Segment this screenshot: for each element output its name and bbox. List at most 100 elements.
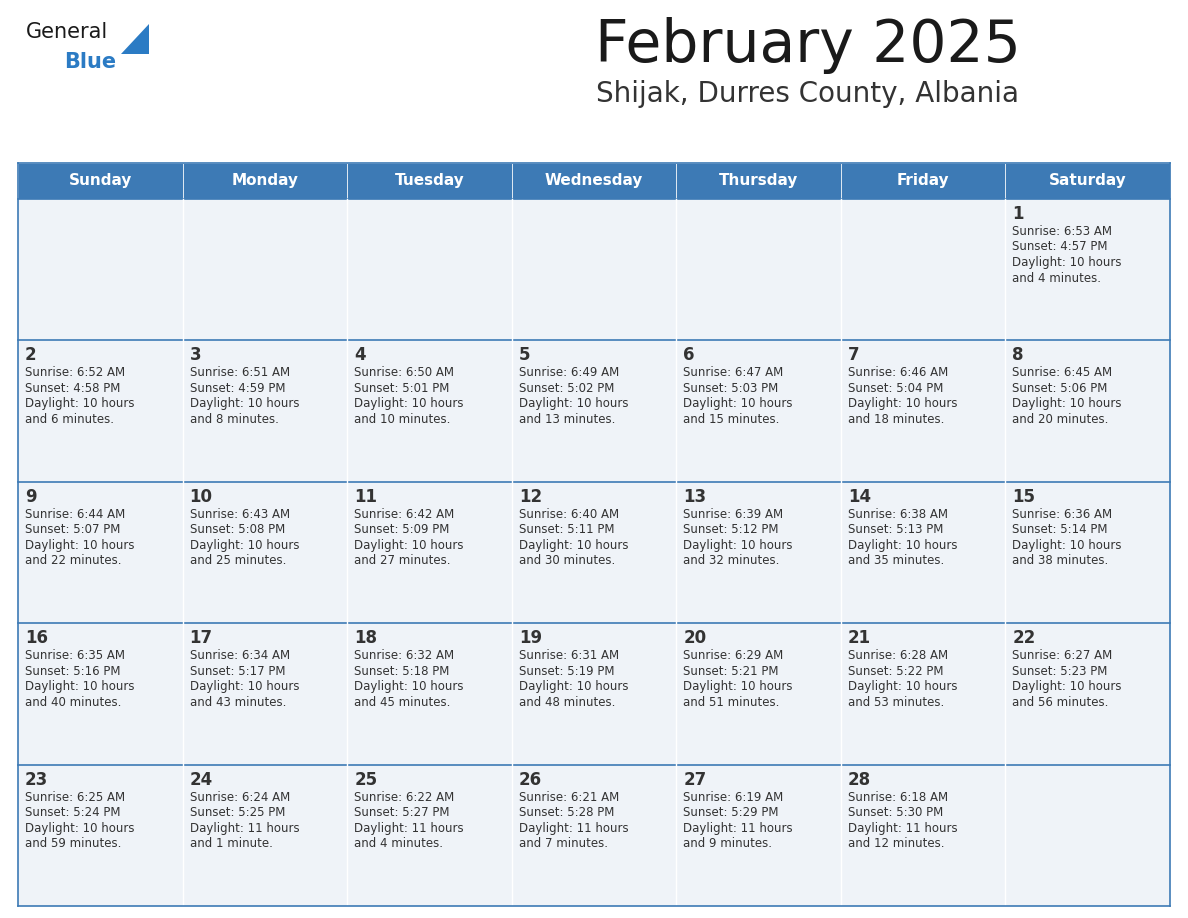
Bar <box>1005 765 1170 906</box>
Text: 10: 10 <box>190 487 213 506</box>
Text: Sunset: 5:24 PM: Sunset: 5:24 PM <box>25 806 120 819</box>
Text: Sunset: 5:17 PM: Sunset: 5:17 PM <box>190 665 285 677</box>
Text: 2: 2 <box>25 346 37 364</box>
Text: and 51 minutes.: and 51 minutes. <box>683 696 779 709</box>
Text: Friday: Friday <box>897 174 949 188</box>
Text: and 40 minutes.: and 40 minutes. <box>25 696 121 709</box>
Text: Daylight: 10 hours: Daylight: 10 hours <box>25 397 134 410</box>
Bar <box>676 199 841 341</box>
Text: Daylight: 10 hours: Daylight: 10 hours <box>1012 397 1121 410</box>
Text: 27: 27 <box>683 770 707 789</box>
Text: Sunset: 5:29 PM: Sunset: 5:29 PM <box>683 806 779 819</box>
Bar <box>1005 482 1170 623</box>
Text: Shijak, Durres County, Albania: Shijak, Durres County, Albania <box>596 80 1019 108</box>
Text: Thursday: Thursday <box>719 174 798 188</box>
Text: 8: 8 <box>1012 346 1024 364</box>
Text: Sunrise: 6:53 AM: Sunrise: 6:53 AM <box>1012 225 1112 238</box>
Text: Daylight: 10 hours: Daylight: 10 hours <box>354 680 463 693</box>
Text: Blue: Blue <box>64 52 116 72</box>
Text: Sunrise: 6:31 AM: Sunrise: 6:31 AM <box>519 649 619 662</box>
Text: and 48 minutes.: and 48 minutes. <box>519 696 615 709</box>
Text: Daylight: 10 hours: Daylight: 10 hours <box>190 539 299 552</box>
Text: and 6 minutes.: and 6 minutes. <box>25 413 114 426</box>
Text: Sunset: 5:30 PM: Sunset: 5:30 PM <box>848 806 943 819</box>
Bar <box>18 341 183 482</box>
Bar <box>676 482 841 623</box>
Text: Sunrise: 6:29 AM: Sunrise: 6:29 AM <box>683 649 784 662</box>
Text: and 35 minutes.: and 35 minutes. <box>848 554 944 567</box>
Bar <box>347 163 512 199</box>
Text: Daylight: 10 hours: Daylight: 10 hours <box>848 539 958 552</box>
Text: Sunset: 5:01 PM: Sunset: 5:01 PM <box>354 382 449 395</box>
Text: Sunset: 4:57 PM: Sunset: 4:57 PM <box>1012 241 1108 253</box>
Text: Sunset: 5:06 PM: Sunset: 5:06 PM <box>1012 382 1107 395</box>
Text: Sunset: 5:16 PM: Sunset: 5:16 PM <box>25 665 120 677</box>
Text: February 2025: February 2025 <box>595 17 1020 74</box>
Text: Daylight: 11 hours: Daylight: 11 hours <box>519 822 628 834</box>
Text: and 25 minutes.: and 25 minutes. <box>190 554 286 567</box>
Text: Sunrise: 6:24 AM: Sunrise: 6:24 AM <box>190 790 290 803</box>
Bar <box>512 199 676 341</box>
Text: Sunrise: 6:46 AM: Sunrise: 6:46 AM <box>848 366 948 379</box>
Text: Sunrise: 6:39 AM: Sunrise: 6:39 AM <box>683 508 783 521</box>
Text: Sunset: 5:23 PM: Sunset: 5:23 PM <box>1012 665 1107 677</box>
Bar <box>183 623 347 765</box>
Bar <box>841 482 1005 623</box>
Text: and 32 minutes.: and 32 minutes. <box>683 554 779 567</box>
Bar <box>512 623 676 765</box>
Text: Sunrise: 6:40 AM: Sunrise: 6:40 AM <box>519 508 619 521</box>
Text: and 22 minutes.: and 22 minutes. <box>25 554 121 567</box>
Text: General: General <box>26 22 108 42</box>
Text: Sunrise: 6:19 AM: Sunrise: 6:19 AM <box>683 790 784 803</box>
Text: Saturday: Saturday <box>1049 174 1126 188</box>
Bar <box>1005 623 1170 765</box>
Text: Daylight: 11 hours: Daylight: 11 hours <box>190 822 299 834</box>
Text: 14: 14 <box>848 487 871 506</box>
Text: Sunset: 5:14 PM: Sunset: 5:14 PM <box>1012 523 1108 536</box>
Text: Sunset: 5:21 PM: Sunset: 5:21 PM <box>683 665 779 677</box>
Text: Sunrise: 6:27 AM: Sunrise: 6:27 AM <box>1012 649 1113 662</box>
Text: Sunrise: 6:51 AM: Sunrise: 6:51 AM <box>190 366 290 379</box>
Text: Daylight: 10 hours: Daylight: 10 hours <box>354 539 463 552</box>
Text: Sunrise: 6:22 AM: Sunrise: 6:22 AM <box>354 790 454 803</box>
Text: Daylight: 10 hours: Daylight: 10 hours <box>519 397 628 410</box>
Bar <box>183 163 347 199</box>
Text: and 30 minutes.: and 30 minutes. <box>519 554 615 567</box>
Text: 26: 26 <box>519 770 542 789</box>
Bar <box>183 341 347 482</box>
Text: Sunset: 4:58 PM: Sunset: 4:58 PM <box>25 382 120 395</box>
Text: Sunset: 5:28 PM: Sunset: 5:28 PM <box>519 806 614 819</box>
Text: Sunrise: 6:25 AM: Sunrise: 6:25 AM <box>25 790 125 803</box>
Text: Daylight: 10 hours: Daylight: 10 hours <box>1012 539 1121 552</box>
Text: 3: 3 <box>190 346 201 364</box>
Bar <box>18 163 183 199</box>
Text: 23: 23 <box>25 770 49 789</box>
Text: Tuesday: Tuesday <box>394 174 465 188</box>
Text: Daylight: 10 hours: Daylight: 10 hours <box>848 397 958 410</box>
Text: Sunset: 5:07 PM: Sunset: 5:07 PM <box>25 523 120 536</box>
Text: Sunset: 5:18 PM: Sunset: 5:18 PM <box>354 665 449 677</box>
Text: and 18 minutes.: and 18 minutes. <box>848 413 944 426</box>
Text: Daylight: 11 hours: Daylight: 11 hours <box>848 822 958 834</box>
Text: and 15 minutes.: and 15 minutes. <box>683 413 779 426</box>
Text: Sunset: 5:11 PM: Sunset: 5:11 PM <box>519 523 614 536</box>
Text: Sunrise: 6:28 AM: Sunrise: 6:28 AM <box>848 649 948 662</box>
Text: Monday: Monday <box>232 174 298 188</box>
Text: 13: 13 <box>683 487 707 506</box>
Text: 11: 11 <box>354 487 377 506</box>
Text: 17: 17 <box>190 629 213 647</box>
Text: Daylight: 10 hours: Daylight: 10 hours <box>190 397 299 410</box>
Text: and 1 minute.: and 1 minute. <box>190 837 272 850</box>
Bar <box>18 765 183 906</box>
Text: and 20 minutes.: and 20 minutes. <box>1012 413 1108 426</box>
Text: 18: 18 <box>354 629 377 647</box>
Text: 19: 19 <box>519 629 542 647</box>
Bar <box>1005 163 1170 199</box>
Bar <box>347 341 512 482</box>
Text: Sunset: 5:13 PM: Sunset: 5:13 PM <box>848 523 943 536</box>
Bar <box>347 482 512 623</box>
Text: 1: 1 <box>1012 205 1024 223</box>
Text: Sunset: 5:27 PM: Sunset: 5:27 PM <box>354 806 449 819</box>
Text: and 4 minutes.: and 4 minutes. <box>1012 272 1101 285</box>
Bar <box>841 623 1005 765</box>
